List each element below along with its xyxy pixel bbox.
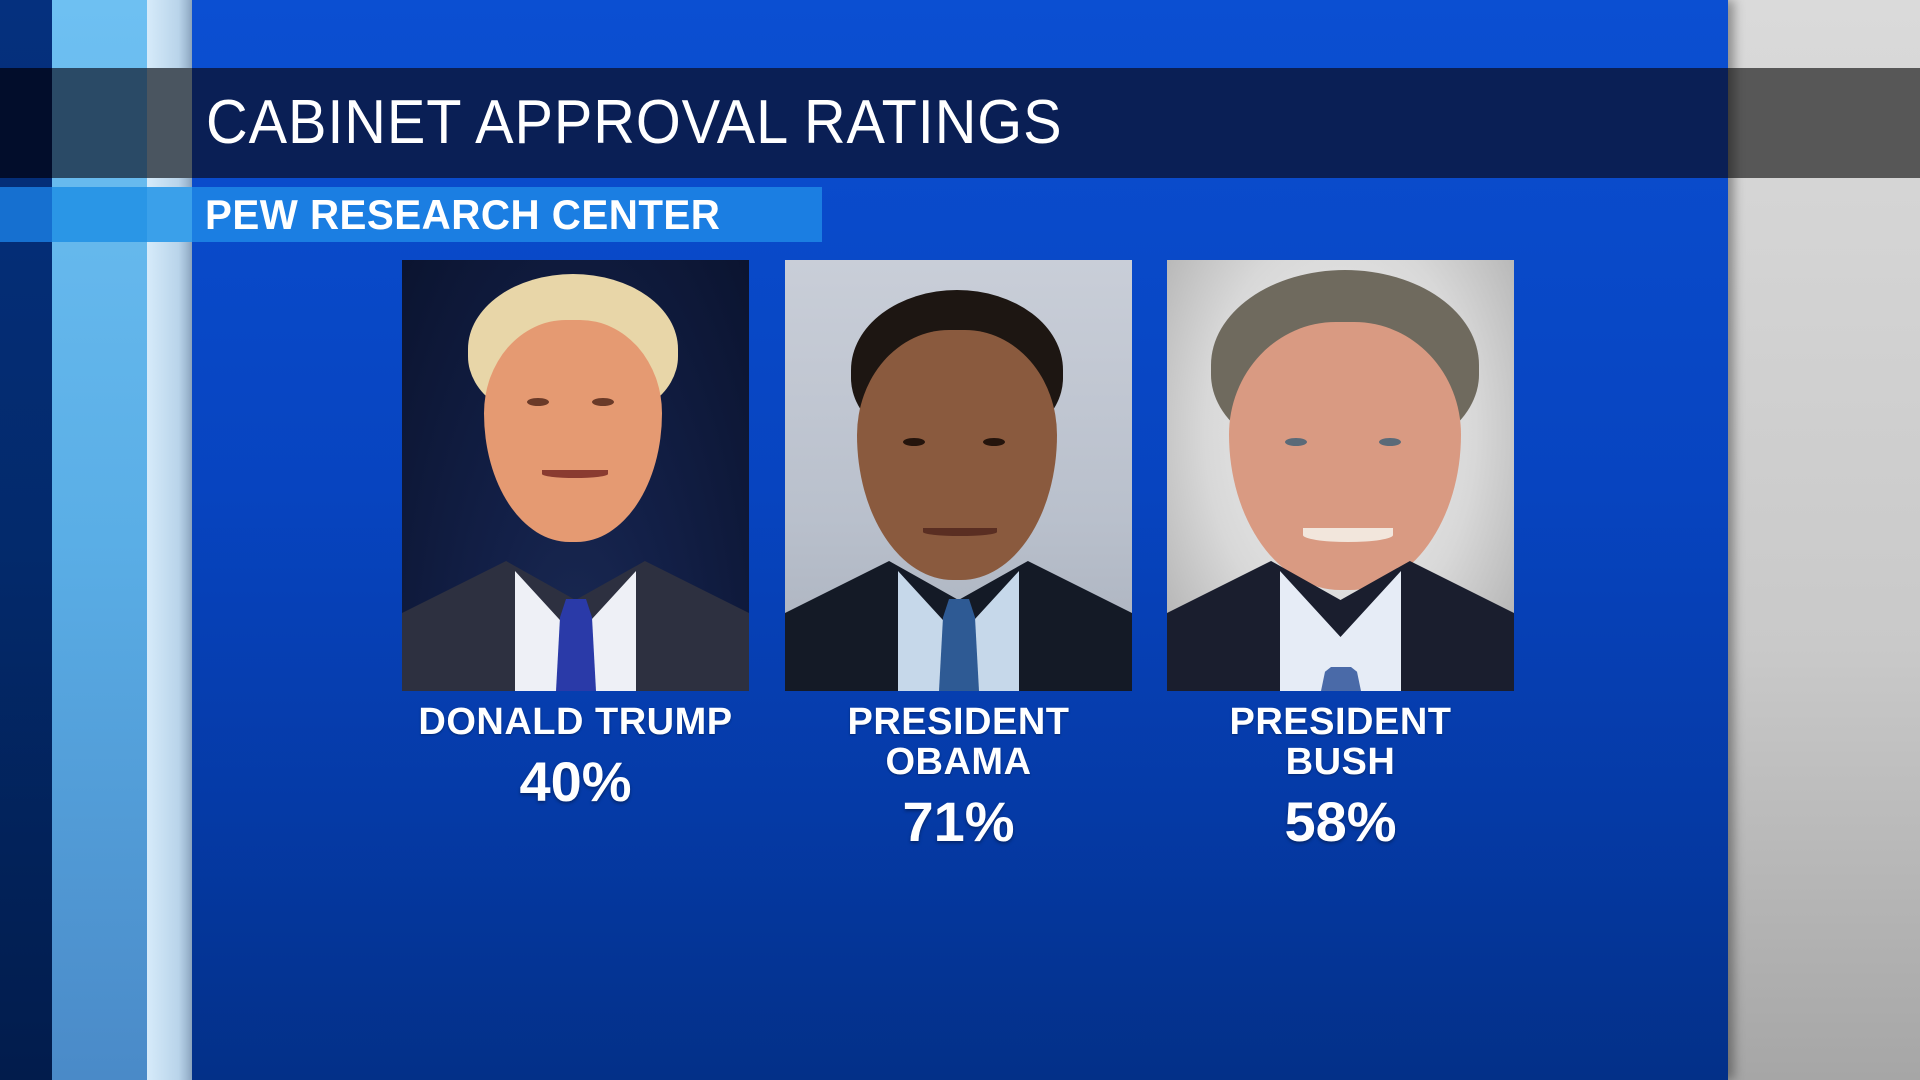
title-band-segment xyxy=(147,68,192,178)
title-band-segment xyxy=(0,68,52,178)
left-stripe-pale xyxy=(147,0,192,1080)
eye-shape xyxy=(527,398,549,406)
subtitle-band-segment xyxy=(52,187,147,242)
subtitle-band xyxy=(0,187,822,242)
left-stripe-dark xyxy=(0,0,52,1080)
rating-card-bush: PRESIDENT BUSH 58% xyxy=(1167,260,1514,852)
approval-rating: 58% xyxy=(1284,790,1397,853)
face-shape xyxy=(857,330,1057,580)
subtitle-band-segment xyxy=(0,187,52,242)
candidate-name: PRESIDENT OBAMA xyxy=(745,702,1172,782)
subtitle-band-segment xyxy=(147,187,192,242)
mouth-shape xyxy=(1303,528,1393,542)
face-shape xyxy=(484,320,662,542)
face-shape xyxy=(1229,322,1461,590)
candidate-name: PRESIDENT BUSH xyxy=(1127,702,1554,782)
eye-shape xyxy=(903,438,925,446)
tie-shape xyxy=(556,599,596,691)
mouth-shape xyxy=(542,470,608,478)
portrait-donald-trump xyxy=(402,260,749,691)
name-line: PRESIDENT xyxy=(847,701,1070,743)
approval-rating: 71% xyxy=(902,790,1015,853)
mouth-shape xyxy=(923,528,997,536)
name-line: BUSH xyxy=(1285,741,1396,783)
right-gray-backdrop xyxy=(1728,0,1920,1080)
left-stripe-light xyxy=(52,0,147,1080)
graphic-title: CABINET APPROVAL RATINGS xyxy=(206,88,1063,157)
rating-card-obama: PRESIDENT OBAMA 71% xyxy=(785,260,1132,852)
eye-shape xyxy=(592,398,614,406)
title-band xyxy=(0,68,1728,178)
candidate-name: DONALD TRUMP xyxy=(362,702,789,742)
tie-shape xyxy=(1321,667,1361,691)
graphic-subtitle: PEW RESEARCH CENTER xyxy=(205,191,721,238)
name-line: OBAMA xyxy=(885,741,1032,783)
name-line: PRESIDENT xyxy=(1229,701,1452,743)
eye-shape xyxy=(983,438,1005,446)
eye-shape xyxy=(1285,438,1307,446)
tie-shape xyxy=(939,599,979,691)
portrait-president-obama xyxy=(785,260,1132,691)
portrait-president-bush xyxy=(1167,260,1514,691)
right-gray-band xyxy=(1728,68,1920,178)
name-line: DONALD TRUMP xyxy=(418,701,733,743)
title-band-segment xyxy=(52,68,147,178)
approval-rating: 40% xyxy=(519,750,632,813)
rating-card-trump: DONALD TRUMP 40% xyxy=(402,260,749,812)
eye-shape xyxy=(1379,438,1401,446)
